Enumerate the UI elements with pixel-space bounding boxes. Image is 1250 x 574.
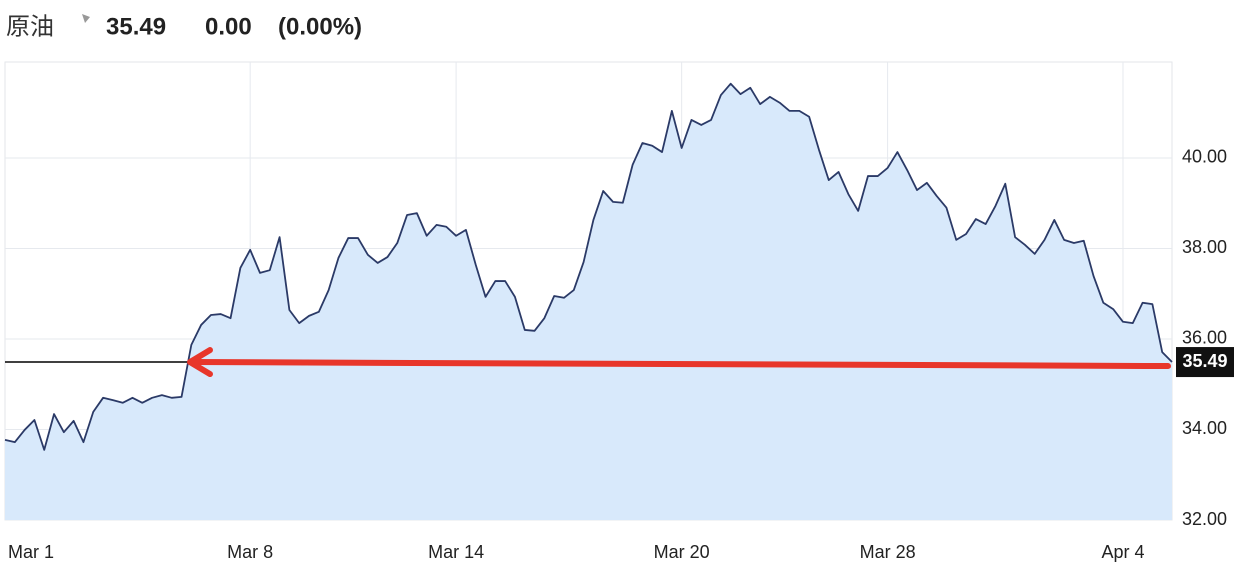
x-tick-label: Mar 8 (227, 542, 273, 562)
x-tick-label: Mar 28 (860, 542, 916, 562)
annotation-arrowhead (187, 347, 213, 378)
plot: 32.00 34.00 36.00 38.00 40.00 Mar 1 Mar 8 Mar 1… (4, 61, 1234, 562)
x-tick-label: Apr 4 (1101, 542, 1144, 562)
x-tick-label: Mar 14 (428, 542, 484, 562)
change-icon (82, 14, 90, 23)
price-line (4, 82, 1173, 451)
y-tick-label: 32.00 (1182, 509, 1227, 529)
y-tick-label: 38.00 (1182, 237, 1227, 257)
annotation-arrow (189, 359, 1171, 370)
price: 35.49 (106, 13, 166, 40)
x-tick-label: Mar 1 (8, 542, 54, 562)
y-tick-label: 34.00 (1182, 418, 1227, 438)
change: 0.00 (205, 13, 252, 40)
instrument-name: 原油 (6, 13, 54, 40)
current-price-box (1176, 347, 1234, 378)
x-tick-label: Mar 20 (654, 542, 710, 562)
change-percent: (0.00%) (278, 13, 362, 40)
y-tick-label: 36.00 (1182, 328, 1227, 348)
area-fill (5, 83, 1172, 520)
y-tick-label: 40.00 (1182, 147, 1227, 167)
current-price-label: 35.49 (1182, 351, 1227, 371)
